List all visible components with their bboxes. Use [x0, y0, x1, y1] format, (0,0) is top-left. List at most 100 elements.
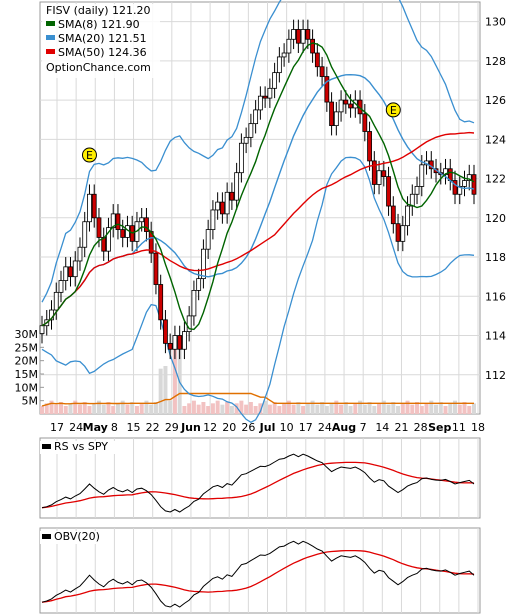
volume-bar — [424, 403, 429, 414]
candle-body — [409, 193, 415, 207]
x-tick-label: 26 — [241, 421, 255, 434]
volume-bar — [443, 406, 448, 414]
volume-bar — [372, 406, 377, 414]
volume-bar — [457, 404, 462, 414]
candle-body — [272, 72, 278, 89]
obv-legend-swatch — [42, 534, 51, 539]
volume-bar — [348, 406, 353, 414]
volume-bar — [391, 402, 396, 414]
obv-legend-box — [40, 531, 110, 544]
volume-bar — [111, 406, 116, 414]
candle-body — [158, 284, 164, 321]
volume-bar — [400, 403, 405, 414]
rs-average-line — [41, 461, 475, 509]
candle-body — [400, 225, 406, 242]
candle-body — [300, 29, 306, 44]
volume-bar — [172, 343, 177, 414]
obv-frame — [39, 527, 481, 614]
x-tick-label: 15 — [127, 421, 141, 434]
volume-bar — [191, 400, 196, 414]
price-tick-label: 124 — [485, 133, 506, 146]
candle-body — [295, 29, 301, 44]
candle-body — [248, 123, 254, 138]
volume-bar — [58, 402, 63, 414]
volume-tick-label: 20M — [15, 355, 39, 368]
candle-body — [305, 29, 311, 40]
candle-body — [210, 209, 216, 230]
volume-bar — [168, 400, 173, 414]
x-axis-ticks: 17 24 May 8 15 22 29 Jun 12 20 26 Jul 10 17 24 Aug 7 14 21… — [50, 421, 485, 434]
x-tick-label: Sep — [428, 421, 451, 434]
x-tick-label: 7 — [360, 421, 367, 434]
earnings-marker — [385, 102, 401, 118]
candle-body — [77, 246, 83, 262]
volume-bar — [462, 402, 467, 414]
candle-body — [338, 99, 344, 113]
legend-box — [42, 4, 160, 78]
price-tick-label: 122 — [485, 173, 506, 186]
volume-tick-label: 25M — [15, 341, 39, 354]
candle-body — [72, 260, 78, 278]
legend-sma8: SMA(8) 121.90 — [58, 18, 140, 31]
volume-bar — [343, 402, 348, 414]
volume-bar — [149, 404, 154, 414]
volume-bar — [68, 403, 73, 414]
volume-bar — [258, 403, 263, 414]
x-tick-label: 24 — [69, 421, 83, 434]
volume-bar — [177, 340, 182, 414]
candle-body — [238, 142, 244, 174]
legend-swatch-sma50 — [46, 49, 55, 54]
volume-bar — [215, 400, 220, 414]
candle-body — [348, 103, 353, 109]
volume-bar — [291, 404, 296, 414]
price-tick-label: 114 — [485, 330, 506, 343]
candle-body — [58, 280, 64, 293]
candle-body — [367, 131, 372, 162]
x-tick-label: 20 — [222, 421, 236, 434]
volume-tick-label: 10M — [15, 381, 39, 394]
candle-body — [395, 223, 401, 242]
candle-body — [281, 52, 287, 58]
volume-bar — [125, 404, 130, 414]
candle-body — [471, 174, 477, 195]
volume-bar — [210, 403, 215, 414]
volume-bar — [367, 402, 372, 414]
rs-legend-box — [40, 441, 122, 454]
legend-title: FISV (daily) 121.20 — [46, 4, 151, 17]
candle-body — [262, 95, 268, 99]
candle-body — [219, 201, 225, 215]
volume-bar — [448, 403, 453, 414]
volume-bar — [87, 406, 92, 414]
volume-bar — [44, 403, 49, 414]
volume-bar — [386, 404, 391, 414]
price-tick-label: 126 — [485, 94, 506, 107]
volume-bar — [453, 400, 458, 414]
volume-bar — [54, 404, 59, 414]
candle-body — [87, 193, 92, 223]
candle-body — [191, 289, 197, 317]
earnings-marker-label: E — [390, 104, 397, 117]
candle-body — [457, 186, 463, 195]
candle-body — [186, 315, 192, 332]
volume-bar — [381, 400, 386, 414]
sma50-line — [41, 131, 475, 327]
candle-body — [310, 38, 315, 54]
legend-sma20: SMA(20) 121.51 — [58, 32, 147, 45]
x-tick-label: 21 — [394, 421, 408, 434]
volume-bar — [182, 406, 187, 414]
volume-bar — [77, 404, 82, 414]
volume-bar — [73, 400, 78, 414]
source-label: OptionChance.com — [46, 61, 151, 74]
volume-bar — [153, 402, 158, 414]
candle-body — [324, 76, 330, 103]
legend-swatch-sma8 — [46, 21, 55, 26]
candle-body — [153, 252, 159, 285]
volume-bar — [220, 404, 225, 414]
x-tick-label: 18 — [471, 421, 485, 434]
sma8-line — [41, 42, 475, 331]
volume-bar — [272, 402, 277, 414]
candle-body — [63, 266, 69, 281]
volume-bar — [277, 406, 282, 414]
volume-bar — [324, 406, 329, 414]
